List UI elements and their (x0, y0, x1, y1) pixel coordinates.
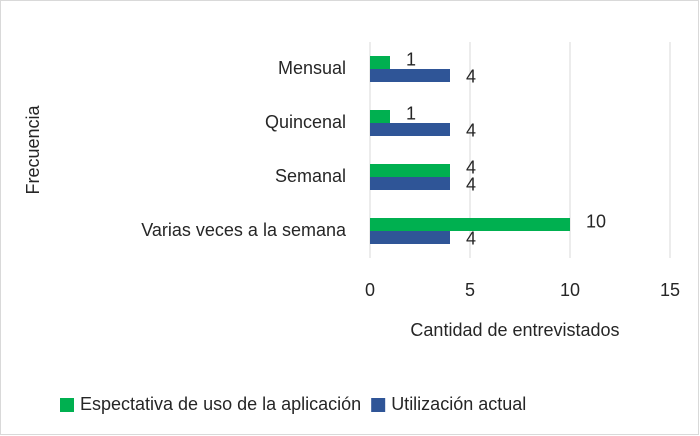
x-axis-label: Cantidad de entrevistados (410, 320, 619, 340)
data-label: 4 (466, 228, 476, 248)
x-tick-label: 15 (660, 280, 680, 300)
bar (370, 164, 450, 177)
y-tick-label: Varias veces a la semana (141, 220, 347, 240)
data-label: 10 (586, 211, 606, 231)
bar (370, 231, 450, 244)
bar (370, 123, 450, 136)
data-label: 1 (406, 49, 416, 69)
x-tick-label: 0 (365, 280, 375, 300)
x-tick-label: 5 (465, 280, 475, 300)
legend-swatch (371, 398, 386, 412)
bar (370, 110, 390, 123)
y-tick-label: Semanal (275, 166, 346, 186)
data-label: 4 (466, 174, 476, 194)
data-label: 1 (406, 103, 416, 123)
bar (370, 69, 450, 82)
legend-label: Espectativa de uso de la aplicación (80, 394, 361, 414)
y-tick-label: Quincenal (265, 112, 346, 132)
bar (370, 56, 390, 69)
y-axis-label: Frecuencia (23, 104, 43, 194)
data-label: 4 (466, 157, 476, 177)
legend-swatch (60, 398, 74, 412)
x-tick-label: 10 (560, 280, 580, 300)
bar (370, 218, 570, 231)
data-label: 4 (466, 66, 476, 86)
data-label: 4 (466, 120, 476, 140)
legend-label: Utilización actual (391, 394, 526, 414)
bar (370, 177, 450, 190)
y-tick-label: Mensual (278, 58, 346, 78)
